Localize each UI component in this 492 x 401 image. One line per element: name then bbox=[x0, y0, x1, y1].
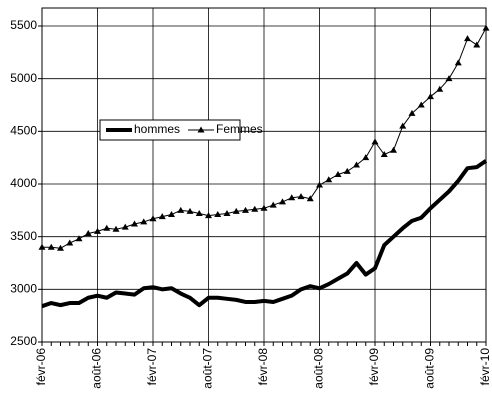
marker bbox=[232, 207, 240, 214]
marker bbox=[94, 227, 101, 234]
marker bbox=[288, 194, 296, 201]
legend-box bbox=[99, 119, 241, 141]
y-tick-label: 3000 bbox=[10, 282, 37, 296]
x-tick-label: août-07 bbox=[201, 348, 215, 389]
marker bbox=[66, 239, 74, 246]
x-tick-label: févr-06 bbox=[34, 348, 48, 386]
marker bbox=[186, 207, 194, 214]
marker bbox=[214, 211, 222, 218]
x-tick-label: févr-09 bbox=[367, 348, 381, 386]
y-tick-label: 5000 bbox=[10, 71, 37, 85]
marker bbox=[75, 235, 83, 242]
marker bbox=[121, 223, 129, 230]
marker bbox=[445, 75, 453, 82]
marker bbox=[380, 151, 388, 158]
marker bbox=[251, 205, 259, 212]
marker bbox=[473, 41, 481, 48]
marker bbox=[464, 35, 471, 42]
legend-label: Femmes bbox=[216, 122, 263, 136]
marker bbox=[195, 209, 203, 216]
marker bbox=[362, 154, 370, 161]
marker bbox=[84, 230, 92, 237]
marker bbox=[47, 243, 55, 250]
marker bbox=[306, 195, 314, 202]
marker bbox=[57, 244, 64, 251]
marker bbox=[353, 161, 360, 168]
marker bbox=[371, 138, 379, 145]
marker bbox=[427, 93, 434, 100]
marker bbox=[334, 171, 342, 178]
legend-marker bbox=[197, 126, 205, 133]
marker bbox=[343, 167, 351, 174]
marker bbox=[390, 146, 397, 153]
marker bbox=[325, 176, 333, 183]
marker bbox=[436, 85, 444, 92]
marker bbox=[205, 212, 212, 219]
marker bbox=[482, 24, 490, 31]
marker bbox=[260, 204, 268, 211]
legend: hommes Femmes bbox=[99, 119, 263, 141]
legend-label: hommes bbox=[134, 122, 180, 136]
marker bbox=[279, 198, 286, 205]
series-line bbox=[41, 159, 488, 309]
marker bbox=[297, 193, 305, 200]
marker bbox=[38, 243, 46, 250]
marker bbox=[408, 109, 416, 116]
marker bbox=[168, 211, 175, 218]
marker bbox=[158, 213, 166, 220]
x-tick-label: août-06 bbox=[90, 348, 104, 389]
marker bbox=[417, 101, 425, 108]
marker bbox=[103, 224, 111, 231]
plot-frame bbox=[41, 7, 487, 343]
x-tick-label: août-09 bbox=[423, 348, 437, 389]
marker bbox=[177, 206, 185, 213]
marker bbox=[223, 209, 231, 216]
marker bbox=[149, 215, 157, 222]
marker bbox=[316, 181, 323, 188]
marker bbox=[140, 218, 148, 225]
y-tick-label: 5500 bbox=[10, 18, 37, 32]
x-tick-label: août-08 bbox=[312, 348, 326, 389]
marker bbox=[399, 122, 407, 129]
y-tick-label: 4000 bbox=[10, 176, 37, 190]
marker bbox=[269, 201, 277, 208]
x-tick-label: févr-10 bbox=[478, 348, 492, 386]
x-tick-label: févr-08 bbox=[256, 348, 270, 386]
y-tick-label: 4500 bbox=[10, 124, 37, 138]
marker bbox=[131, 220, 138, 227]
marker bbox=[454, 59, 462, 66]
marker bbox=[112, 225, 120, 232]
x-tick-label: févr-07 bbox=[145, 348, 159, 386]
y-tick-label: 3500 bbox=[10, 229, 37, 243]
marker bbox=[242, 206, 249, 213]
y-tick-label: 2500 bbox=[10, 334, 37, 348]
